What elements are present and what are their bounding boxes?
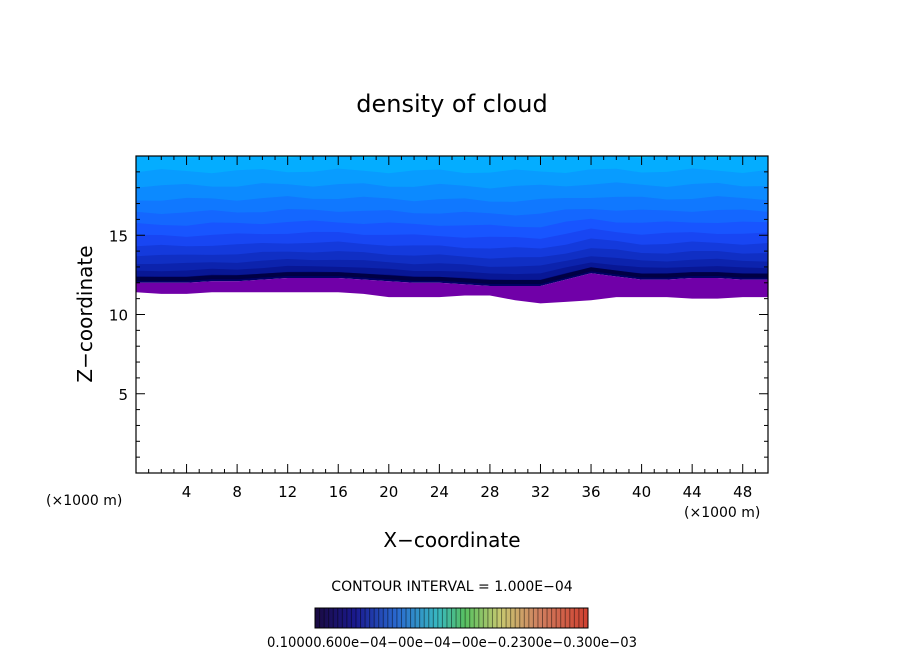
cloud-density-field [136,156,768,304]
y-tick-label-5: 5 [118,386,128,404]
colorbar-divisions [319,608,584,628]
x-tick-label-12: 12 [278,483,297,501]
y-axis-ticks: 5 10 15 [109,171,768,458]
colorbar-labels: 0.10000.600e−04−00e−04−00e−0.2300e−0.300… [267,635,637,651]
cloud-base-band [136,273,768,304]
contour-interval-label: CONTOUR INTERVAL = 1.000E−04 [331,579,572,595]
y-axis-label: Z−coordinate [73,245,97,382]
x-tick-label-44: 44 [683,483,702,501]
chart-title: density of cloud [356,90,547,118]
x-tick-label-24: 24 [430,483,449,501]
x-tick-label-28: 28 [480,483,499,501]
x-axis-ticks: 4 8 12 16 20 24 28 32 36 40 44 48 [148,156,756,501]
field-band-12 [136,156,768,174]
x-tick-label-4: 4 [182,483,192,501]
x-tick-label-40: 40 [632,483,651,501]
colorbar [314,607,589,629]
cloud-core-line [136,267,768,285]
x-axis-label: X−coordinate [383,528,520,552]
x-tick-label-32: 32 [531,483,550,501]
y-tick-label-15: 15 [109,227,128,245]
x-tick-label-16: 16 [329,483,348,501]
x-tick-label-48: 48 [733,483,752,501]
y-tick-label-10: 10 [109,307,128,325]
x-unit-right: (×1000 m) [684,505,760,521]
colorbar-gradient [314,607,589,629]
x-unit-left: (×1000 m) [46,493,122,509]
x-tick-label-36: 36 [581,483,600,501]
x-tick-label-20: 20 [379,483,398,501]
x-tick-label-8: 8 [232,483,242,501]
